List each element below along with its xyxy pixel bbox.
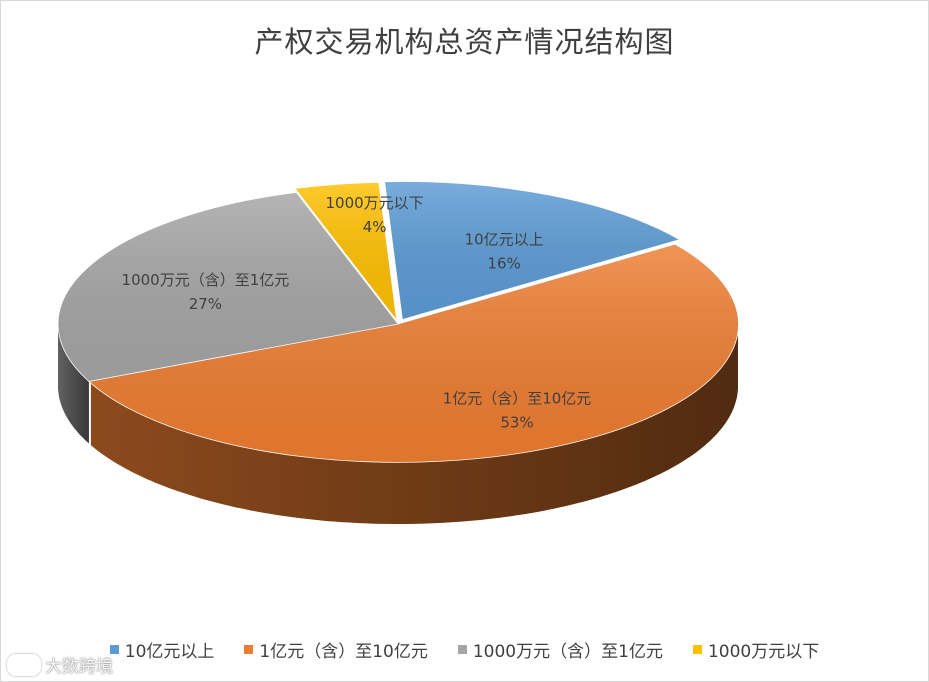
legend-swatch-0 (109, 645, 119, 654)
legend-label-3: 1000万元以下 (707, 642, 820, 662)
slice-label-value-3: 4% (363, 218, 387, 236)
legend-item-2[interactable]: 1000万元（含）至1亿元 (457, 637, 663, 662)
legend-label-1: 1亿元（含）至10亿元 (259, 642, 428, 662)
watermark: 大数跨境 (7, 652, 113, 677)
slice-label-category-2: 1000万元（含）至1亿元 (122, 271, 290, 289)
slice-label-category-0: 10亿元以上 (465, 231, 544, 249)
slice-label-value-1: 53% (500, 414, 533, 432)
watermark-text: 大数跨境 (45, 657, 113, 677)
slice-label-value-0: 16% (487, 255, 520, 273)
legend-label-2: 1000万元（含）至1亿元 (472, 642, 663, 662)
legend-swatch-2 (457, 645, 467, 654)
watermark-logo-icon (7, 653, 41, 676)
slice-label-value-2: 27% (189, 295, 222, 313)
slice-label-category-3: 1000万元以下 (326, 194, 424, 212)
pie-slice-side-shade-1 (90, 325, 738, 524)
legend-swatch-1 (244, 645, 254, 654)
legend-item-0[interactable]: 10亿元以上 (109, 637, 215, 662)
legend-item-1[interactable]: 1亿元（含）至10亿元 (244, 637, 428, 662)
legend-swatch-3 (692, 645, 702, 654)
legend-item-3[interactable]: 1000万元以下 (692, 637, 820, 662)
legend-label-0: 10亿元以上 (124, 642, 215, 662)
chart-title: 产权交易机构总资产情况结构图 (254, 25, 675, 59)
legend: 10亿元以上 1亿元（含）至10亿元 1000万元（含）至1亿元 1000万元以下 (1, 637, 928, 662)
pie-chart: 10亿元以上 16% 1亿元（含）至10亿元 53% 1000万元（含）至1亿元 27% 1… (57, 181, 739, 524)
slice-label-category-1: 1亿元（含）至10亿元 (443, 390, 592, 408)
